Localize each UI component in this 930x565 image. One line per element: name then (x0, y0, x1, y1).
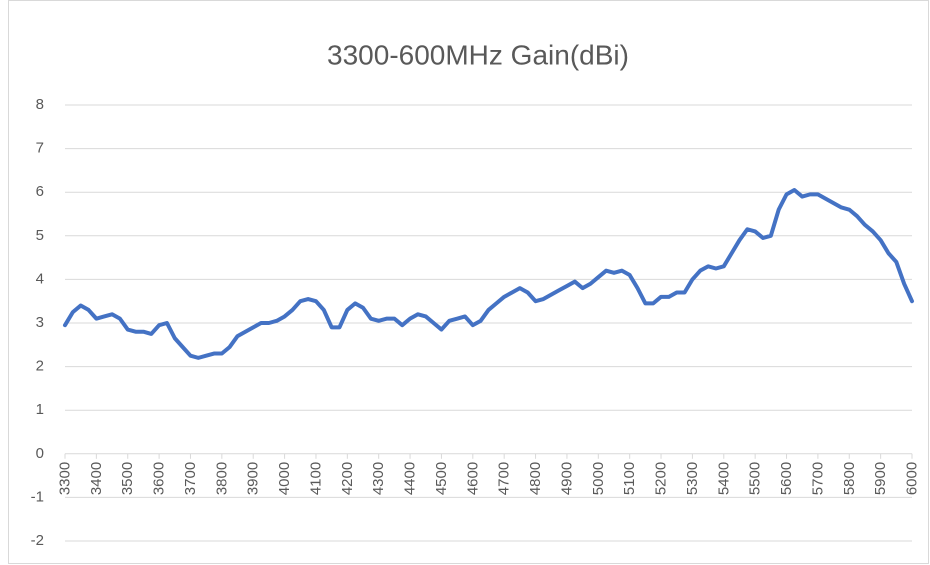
x-tick-label: 3700 (182, 462, 199, 495)
x-tick-label: 4700 (496, 462, 513, 495)
x-tick-label: 3500 (119, 462, 136, 495)
x-tick-label: 5800 (841, 462, 858, 495)
x-tick-label: 4900 (558, 462, 575, 495)
y-tick-label: -1 (31, 488, 44, 505)
x-tick-label: 5900 (872, 462, 889, 495)
x-tick-label: 3300 (57, 462, 74, 495)
y-tick-label: 1 (36, 401, 44, 418)
y-tick-label: 0 (36, 445, 44, 462)
x-tick-label: 5200 (653, 462, 670, 495)
x-tick-label: 4400 (402, 462, 419, 495)
x-tick-label: 4500 (433, 462, 450, 495)
x-tick-label: 5100 (621, 462, 638, 495)
y-tick-label: 6 (36, 183, 44, 200)
y-tick-label: 4 (36, 270, 44, 287)
data-line (63, 188, 914, 360)
y-tick-label: 3 (36, 314, 44, 331)
x-tick-label: 4100 (307, 462, 324, 495)
y-tick-label: 7 (36, 140, 44, 157)
chart-title: 3300-600MHz Gain(dBi) (327, 39, 629, 70)
x-tick-label: 3600 (151, 462, 168, 495)
chart-border (8, 0, 929, 564)
y-tick-label: -2 (31, 532, 44, 549)
x-tick-label: 4600 (464, 462, 481, 495)
x-tick-label: 5600 (778, 462, 795, 495)
y-tick-label: 5 (36, 227, 44, 244)
y-tick-label: 2 (36, 358, 44, 375)
x-tick-label: 5300 (684, 462, 701, 495)
x-tick-label: 3400 (88, 462, 105, 495)
x-tick-label: 6000 (904, 462, 921, 495)
x-tick-label: 3900 (245, 462, 262, 495)
x-tick-label: 4000 (276, 462, 293, 495)
x-tick-label: 4300 (370, 462, 387, 495)
x-tick-label: 4800 (527, 462, 544, 495)
x-tick-label: 3800 (213, 462, 230, 495)
y-tick-label: 8 (36, 96, 44, 113)
x-tick-label: 5000 (590, 462, 607, 495)
x-tick-label: 5700 (809, 462, 826, 495)
x-tick-label: 5400 (715, 462, 732, 495)
x-tick-label: 5500 (747, 462, 764, 495)
x-tick-label: 4200 (339, 462, 356, 495)
